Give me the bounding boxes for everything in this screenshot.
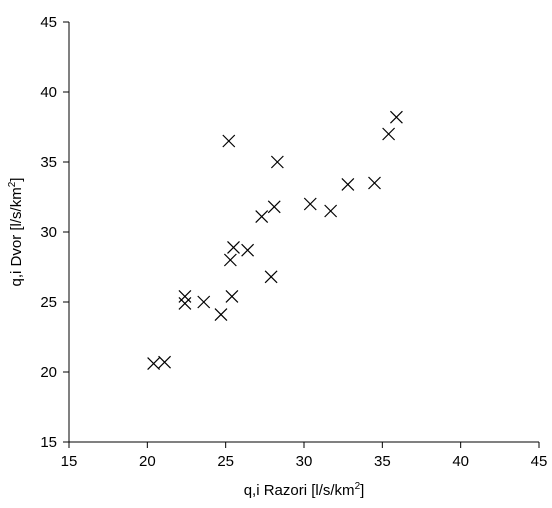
x-tick-label: 20 <box>139 453 156 470</box>
y-tick-label: 30 <box>40 224 57 241</box>
x-tick-label: 30 <box>296 453 313 470</box>
data-point-marker <box>148 358 160 370</box>
data-point-marker <box>223 135 235 147</box>
data-point-marker <box>342 178 354 190</box>
x-tick-label: 40 <box>452 453 469 470</box>
data-point-marker <box>159 356 171 368</box>
y-axis-ticks: 15 20 25 30 35 40 45 <box>40 14 69 451</box>
data-point-marker <box>198 296 210 308</box>
axes <box>69 22 539 442</box>
data-point-marker <box>369 177 381 189</box>
y-axis-label-end: ] <box>8 178 25 182</box>
data-point-marker <box>325 205 337 217</box>
x-tick-label: 25 <box>217 453 234 470</box>
data-point-marker <box>179 297 191 309</box>
data-point-marker <box>256 211 268 223</box>
x-axis-label-end: ] <box>360 482 364 499</box>
x-tick-label: 15 <box>61 453 78 470</box>
x-tick-label: 45 <box>531 453 548 470</box>
y-tick-label: 25 <box>40 294 57 311</box>
y-tick-label: 35 <box>40 154 57 171</box>
y-tick-label: 15 <box>40 434 57 451</box>
x-tick-label: 35 <box>374 453 391 470</box>
data-point-marker <box>242 244 254 256</box>
data-points <box>148 111 403 369</box>
data-point-marker <box>226 290 238 302</box>
y-axis-label: q,i Dvor [l/s/km2] <box>7 178 25 287</box>
x-axis-label-text: q,i Razori [l/s/km <box>244 482 355 499</box>
data-point-marker <box>390 111 402 123</box>
x-axis-label: q,i Razori [l/s/km2] <box>244 481 365 499</box>
data-point-marker <box>228 241 240 253</box>
data-point-marker <box>304 198 316 210</box>
y-tick-label: 45 <box>40 14 57 31</box>
data-point-marker <box>268 201 280 213</box>
x-axis-ticks: 15 20 25 30 35 40 45 <box>61 442 548 470</box>
data-point-marker <box>215 309 227 321</box>
data-point-marker <box>271 156 283 168</box>
data-point-marker <box>224 254 236 266</box>
y-axis-label-text: q,i Dvor [l/s/km <box>8 187 25 286</box>
y-tick-label: 40 <box>40 84 57 101</box>
data-point-marker <box>179 290 191 302</box>
data-point-marker <box>383 128 395 140</box>
y-tick-label: 20 <box>40 364 57 381</box>
data-point-marker <box>265 271 277 283</box>
